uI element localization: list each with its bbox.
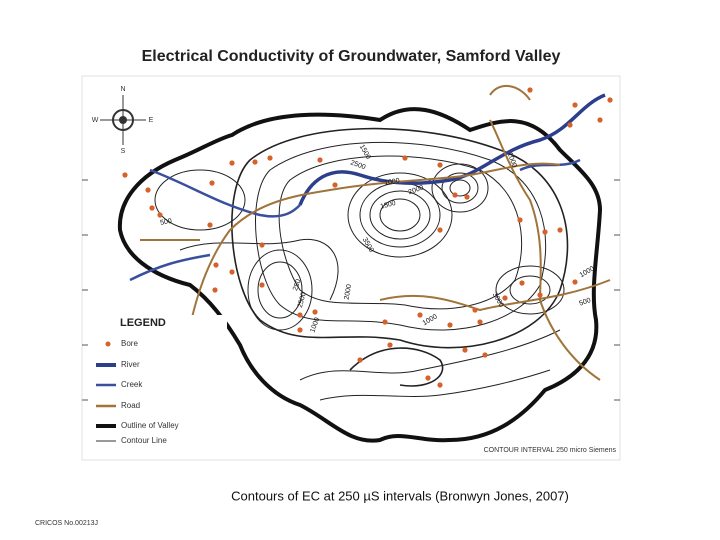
bore bbox=[502, 295, 508, 301]
legend-label: Creek bbox=[121, 380, 143, 389]
map-title: Electrical Conductivity of Groundwater, … bbox=[142, 48, 561, 65]
bore bbox=[425, 375, 431, 381]
contour-label: 2000 bbox=[344, 284, 354, 301]
legend: LEGEND Bore River Creek Road Outline of … bbox=[92, 315, 227, 450]
bore bbox=[229, 269, 235, 275]
compass-s: S bbox=[121, 148, 126, 155]
footer: CRICOS No.00213J bbox=[35, 520, 98, 527]
contour-label: 500 bbox=[578, 297, 591, 308]
bore bbox=[567, 122, 573, 128]
bore bbox=[145, 187, 151, 193]
bore bbox=[297, 327, 303, 333]
bore bbox=[157, 212, 163, 218]
bore bbox=[259, 282, 265, 288]
bore bbox=[387, 342, 393, 348]
bore bbox=[542, 229, 548, 235]
bore bbox=[317, 157, 323, 163]
contour-label: 1000 bbox=[309, 317, 321, 334]
bore bbox=[437, 382, 443, 388]
contour-label: 1000 bbox=[384, 178, 401, 188]
bore bbox=[259, 242, 265, 248]
contour-label: 500 bbox=[160, 218, 173, 227]
bore bbox=[212, 287, 218, 293]
bore bbox=[527, 87, 533, 93]
bore bbox=[477, 319, 483, 325]
bore bbox=[229, 160, 235, 166]
contour-label: 1000 bbox=[506, 152, 518, 169]
river bbox=[298, 93, 606, 206]
contour-label: 2500 bbox=[349, 159, 366, 171]
bore bbox=[213, 262, 219, 268]
legend-label: Bore bbox=[121, 339, 138, 348]
contours bbox=[154, 127, 569, 401]
bore bbox=[447, 322, 453, 328]
bore bbox=[312, 309, 318, 315]
bore bbox=[252, 159, 258, 165]
bore bbox=[332, 182, 338, 188]
bore bbox=[122, 172, 128, 178]
bore bbox=[437, 227, 443, 233]
valley-outline bbox=[117, 107, 603, 443]
bore bbox=[557, 227, 563, 233]
bore bbox=[472, 307, 478, 313]
legend-swatch bbox=[105, 341, 111, 347]
caption: Contours of EC at 250 µS intervals (Bron… bbox=[231, 488, 569, 503]
contour-label: 1500 bbox=[380, 200, 397, 211]
contour-note: CONTOUR INTERVAL 250 micro Siemens bbox=[484, 447, 617, 454]
bore bbox=[297, 312, 303, 318]
bore bbox=[149, 205, 155, 211]
contour-label: 2500 bbox=[297, 292, 308, 309]
bore bbox=[572, 279, 578, 285]
road bbox=[140, 85, 611, 401]
bore bbox=[597, 117, 603, 123]
legend-label: Outline of Valley bbox=[121, 421, 179, 430]
bore bbox=[357, 357, 363, 363]
bore bbox=[519, 280, 525, 286]
bore bbox=[572, 102, 578, 108]
bore bbox=[402, 155, 408, 161]
compass-e: E bbox=[149, 117, 154, 124]
legend-label: River bbox=[121, 360, 140, 369]
bore bbox=[462, 347, 468, 353]
bore bbox=[607, 97, 613, 103]
contour-label: 2000 bbox=[408, 184, 425, 196]
bore bbox=[452, 192, 458, 198]
bore bbox=[482, 352, 488, 358]
bore bbox=[464, 194, 470, 200]
bore bbox=[517, 217, 523, 223]
bore bbox=[537, 292, 543, 298]
contour-label: 250 bbox=[292, 278, 303, 291]
bore bbox=[267, 155, 273, 161]
legend-heading: LEGEND bbox=[120, 317, 166, 329]
frame-ticks bbox=[82, 179, 620, 401]
compass-n: N bbox=[120, 86, 125, 93]
bores bbox=[122, 87, 613, 388]
compass-w: W bbox=[92, 117, 99, 124]
bore bbox=[382, 319, 388, 325]
creek bbox=[129, 158, 581, 282]
compass: N S W E bbox=[92, 86, 154, 155]
bore bbox=[437, 162, 443, 168]
legend-label: Road bbox=[121, 401, 140, 410]
bore bbox=[209, 180, 215, 186]
bore bbox=[417, 312, 423, 318]
bore bbox=[207, 222, 213, 228]
legend-label: Contour Line bbox=[121, 436, 167, 445]
